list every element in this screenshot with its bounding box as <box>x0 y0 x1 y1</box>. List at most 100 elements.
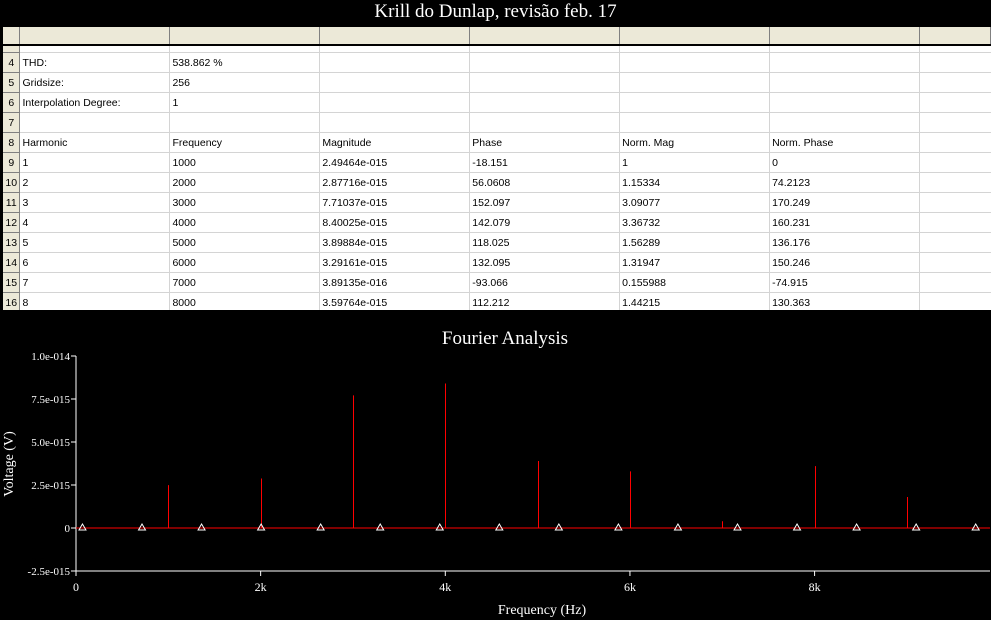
table-cell[interactable]: 3.89135e-016 <box>319 272 471 293</box>
table-cell[interactable]: Magnitude <box>319 132 471 153</box>
corner-cell[interactable] <box>3 27 21 46</box>
table-cell[interactable]: Harmonic <box>19 132 171 153</box>
table-cell[interactable]: Frequency <box>169 132 321 153</box>
table-cell[interactable]: 1.31947 <box>619 252 771 273</box>
table-cell[interactable] <box>169 45 321 53</box>
row-header[interactable]: 13 <box>3 232 21 253</box>
table-cell[interactable]: 150.246 <box>769 252 920 273</box>
table-cell[interactable]: Interpolation Degree: <box>19 92 171 113</box>
table-cell[interactable]: 3.29161e-015 <box>319 252 471 273</box>
row-header[interactable]: 8 <box>3 132 21 153</box>
table-cell[interactable] <box>619 45 771 53</box>
table-cell[interactable]: 8000 <box>169 292 321 310</box>
table-cell[interactable]: 2.49464e-015 <box>319 152 471 173</box>
column-header[interactable] <box>619 27 771 46</box>
table-cell[interactable]: 8.40025e-015 <box>319 212 471 233</box>
table-cell[interactable]: 2000 <box>169 172 321 193</box>
table-cell[interactable] <box>769 112 920 133</box>
table-cell[interactable]: 3.89884e-015 <box>319 232 471 253</box>
table-cell[interactable]: 0.155988 <box>619 272 771 293</box>
column-header[interactable] <box>319 27 471 46</box>
table-cell[interactable] <box>469 72 621 93</box>
table-cell[interactable]: 3.36732 <box>619 212 771 233</box>
table-cell[interactable] <box>769 52 920 73</box>
table-cell[interactable]: 5000 <box>169 232 321 253</box>
row-header[interactable]: 12 <box>3 212 21 233</box>
row-header[interactable]: 6 <box>3 92 21 113</box>
table-cell[interactable] <box>619 52 771 73</box>
table-cell[interactable] <box>619 112 771 133</box>
table-cell[interactable]: 7.71037e-015 <box>319 192 471 213</box>
table-cell[interactable]: 7 <box>19 272 171 293</box>
table-cell[interactable]: 1 <box>169 92 321 113</box>
table-cell[interactable]: 152.097 <box>469 192 621 213</box>
table-cell[interactable]: 142.079 <box>469 212 621 233</box>
table-cell[interactable]: 538.862 % <box>169 52 321 73</box>
table-cell[interactable]: 256 <box>169 72 321 93</box>
column-header[interactable] <box>469 27 621 46</box>
table-cell[interactable]: 3000 <box>169 192 321 213</box>
table-cell[interactable]: 136.176 <box>769 232 920 253</box>
column-header[interactable] <box>919 27 991 46</box>
table-cell[interactable]: Norm. Phase <box>769 132 920 153</box>
table-cell[interactable]: 1 <box>619 152 771 173</box>
table-cell[interactable]: 160.231 <box>769 212 920 233</box>
table-cell[interactable] <box>469 45 621 53</box>
row-header[interactable] <box>3 45 21 53</box>
column-header[interactable] <box>769 27 920 46</box>
table-cell[interactable]: 112.212 <box>469 292 621 310</box>
table-cell[interactable] <box>19 45 171 53</box>
table-cell[interactable]: 5 <box>19 232 171 253</box>
table-cell[interactable] <box>619 92 771 113</box>
table-cell[interactable]: 1.15334 <box>619 172 771 193</box>
table-cell[interactable]: 3 <box>19 192 171 213</box>
table-cell[interactable] <box>469 92 621 113</box>
row-header[interactable]: 9 <box>3 152 21 173</box>
table-cell[interactable]: 3.59764e-015 <box>319 292 471 310</box>
row-header[interactable]: 14 <box>3 252 21 273</box>
row-header[interactable]: 5 <box>3 72 21 93</box>
table-cell[interactable]: 3.09077 <box>619 192 771 213</box>
table-cell[interactable]: 118.025 <box>469 232 621 253</box>
table-cell[interactable]: 7000 <box>169 272 321 293</box>
table-cell[interactable]: 130.363 <box>769 292 920 310</box>
table-cell[interactable]: -93.066 <box>469 272 621 293</box>
table-cell[interactable]: 8 <box>19 292 171 310</box>
table-cell[interactable] <box>319 52 471 73</box>
table-cell[interactable] <box>769 45 920 53</box>
table-cell[interactable]: 1000 <box>169 152 321 173</box>
table-cell[interactable]: 1.44215 <box>619 292 771 310</box>
table-cell[interactable] <box>469 112 621 133</box>
table-cell[interactable]: 170.249 <box>769 192 920 213</box>
table-cell[interactable]: 1.56289 <box>619 232 771 253</box>
table-cell[interactable] <box>319 72 471 93</box>
table-cell[interactable]: Norm. Mag <box>619 132 771 153</box>
spreadsheet[interactable]: 4 THD: 538.862 % 5 Gridsize: 256 6 Interpolatio… <box>3 27 991 310</box>
table-cell[interactable]: 4000 <box>169 212 321 233</box>
row-header[interactable]: 15 <box>3 272 21 293</box>
table-cell[interactable] <box>769 92 920 113</box>
table-cell[interactable]: Gridsize: <box>19 72 171 93</box>
table-cell[interactable]: -18.151 <box>469 152 621 173</box>
table-cell[interactable]: 0 <box>769 152 920 173</box>
table-cell[interactable]: Phase <box>469 132 621 153</box>
table-cell[interactable]: THD: <box>19 52 171 73</box>
row-header[interactable]: 4 <box>3 52 21 73</box>
table-cell[interactable] <box>469 52 621 73</box>
column-header[interactable] <box>19 27 171 46</box>
table-cell[interactable]: 1 <box>19 152 171 173</box>
table-cell[interactable]: 2.87716e-015 <box>319 172 471 193</box>
table-cell[interactable]: 74.2123 <box>769 172 920 193</box>
row-header[interactable]: 11 <box>3 192 21 213</box>
table-cell[interactable]: 6 <box>19 252 171 273</box>
table-cell[interactable] <box>769 72 920 93</box>
table-cell[interactable] <box>19 112 171 133</box>
table-cell[interactable]: 6000 <box>169 252 321 273</box>
row-header[interactable]: 10 <box>3 172 21 193</box>
row-header[interactable]: 16 <box>3 292 21 310</box>
table-cell[interactable]: 56.0608 <box>469 172 621 193</box>
table-cell[interactable] <box>169 112 321 133</box>
table-cell[interactable]: 4 <box>19 212 171 233</box>
table-cell[interactable]: -74.915 <box>769 272 920 293</box>
table-cell[interactable] <box>619 72 771 93</box>
